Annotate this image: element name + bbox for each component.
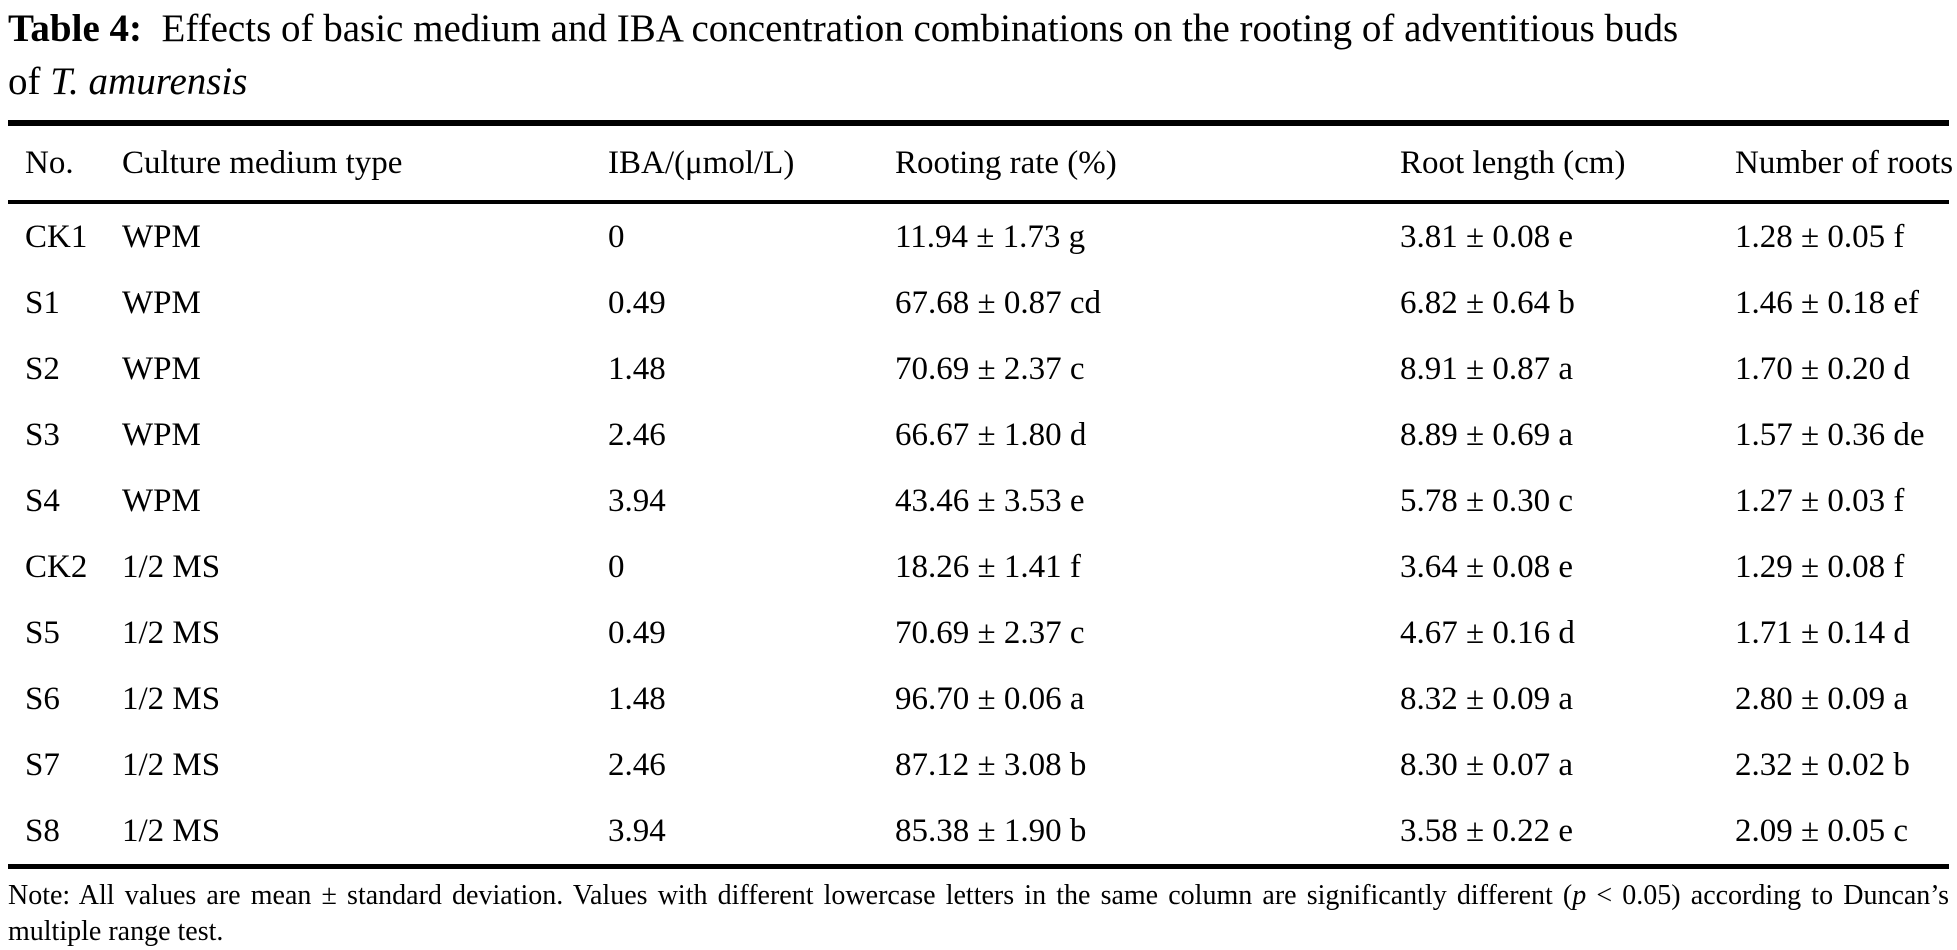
- cell-num-roots: 1.71 ± 0.14 d: [1735, 614, 1910, 651]
- cell-num-roots: 1.27 ± 0.03 f: [1735, 482, 1905, 519]
- cell-no: S6: [25, 680, 60, 717]
- results-table: No. Culture medium type IBA/(μmol/L) Roo…: [8, 120, 1953, 869]
- cell-iba: 1.48: [608, 350, 666, 387]
- cell-iba: 0: [608, 218, 625, 255]
- table-caption: Table 4: Effects of basic medium and IBA…: [8, 2, 1949, 108]
- table-row: CK1 WPM 0 11.94 ± 1.73 g 3.81 ± 0.08 e 1…: [8, 202, 1949, 270]
- cell-rooting-rate: 85.38 ± 1.90 b: [895, 812, 1087, 849]
- cell-root-length: 8.91 ± 0.87 a: [1400, 350, 1574, 387]
- cell-no: S5: [25, 614, 60, 651]
- col-header-iba: IBA/(μmol/L): [608, 123, 895, 204]
- cell-root-length: 8.89 ± 0.69 a: [1400, 416, 1574, 453]
- caption-line-2: of T. amurensis: [8, 55, 1949, 108]
- cell-iba: 1.48: [608, 680, 666, 717]
- cell-medium: WPM: [122, 218, 201, 255]
- cell-root-length: 3.81 ± 0.08 e: [1400, 218, 1574, 255]
- caption-species-name: T. amurensis: [50, 60, 248, 103]
- cell-num-roots: 1.28 ± 0.05 f: [1735, 218, 1905, 255]
- caption-line2-prefix: of: [8, 60, 41, 103]
- table-row: S3 WPM 2.46 66.67 ± 1.80 d 8.89 ± 0.69 a…: [8, 402, 1949, 468]
- cell-iba: 3.94: [608, 482, 666, 519]
- cell-no: S2: [25, 350, 60, 387]
- col-header-root-length: Root length (cm): [1400, 123, 1735, 204]
- cell-medium: 1/2 MS: [122, 680, 221, 717]
- cell-medium: 1/2 MS: [122, 812, 221, 849]
- cell-root-length: 8.32 ± 0.09 a: [1400, 680, 1574, 717]
- cell-medium: 1/2 MS: [122, 548, 221, 585]
- header-row: No. Culture medium type IBA/(μmol/L) Roo…: [8, 123, 1953, 204]
- table-header: No. Culture medium type IBA/(μmol/L) Roo…: [8, 123, 1953, 204]
- cell-no: CK2: [25, 548, 88, 585]
- cell-rooting-rate: 18.26 ± 1.41 f: [895, 548, 1081, 585]
- cell-iba: 2.46: [608, 416, 666, 453]
- cell-num-roots: 1.29 ± 0.08 f: [1735, 548, 1905, 585]
- cell-num-roots: 2.32 ± 0.02 b: [1735, 746, 1910, 783]
- table-row: S7 1/2 MS 2.46 87.12 ± 3.08 b 8.30 ± 0.0…: [8, 732, 1949, 798]
- footnote-p-variable: p: [1572, 880, 1587, 911]
- cell-root-length: 3.64 ± 0.08 e: [1400, 548, 1574, 585]
- table-footnote: Note: All values are mean ± standard dev…: [8, 878, 1949, 950]
- cell-medium: 1/2 MS: [122, 746, 221, 783]
- cell-medium: WPM: [122, 284, 201, 321]
- cell-rooting-rate: 43.46 ± 3.53 e: [895, 482, 1085, 519]
- table-row: S4 WPM 3.94 43.46 ± 3.53 e 5.78 ± 0.30 c…: [8, 468, 1949, 534]
- table-row: S2 WPM 1.48 70.69 ± 2.37 c 8.91 ± 0.87 a…: [8, 336, 1949, 402]
- cell-rooting-rate: 70.69 ± 2.37 c: [895, 614, 1085, 651]
- cell-medium: WPM: [122, 416, 201, 453]
- cell-no: S7: [25, 746, 60, 783]
- col-header-num-roots: Number of roots: [1735, 123, 1953, 204]
- cell-no: S3: [25, 416, 60, 453]
- caption-label: Table 4:: [8, 7, 143, 50]
- cell-num-roots: 1.57 ± 0.36 de: [1735, 416, 1925, 453]
- cell-medium: 1/2 MS: [122, 614, 221, 651]
- cell-iba: 2.46: [608, 746, 666, 783]
- cell-rooting-rate: 87.12 ± 3.08 b: [895, 746, 1087, 783]
- footnote-text-after: < 0.05) according to Duncan’s multiple r…: [8, 880, 1949, 947]
- cell-no: S4: [25, 482, 60, 519]
- cell-rooting-rate: 96.70 ± 0.06 a: [895, 680, 1085, 717]
- table-row: S6 1/2 MS 1.48 96.70 ± 0.06 a 8.32 ± 0.0…: [8, 666, 1949, 732]
- cell-root-length: 8.30 ± 0.07 a: [1400, 746, 1574, 783]
- cell-iba: 0.49: [608, 614, 666, 651]
- cell-root-length: 4.67 ± 0.16 d: [1400, 614, 1575, 651]
- footnote-text-before: Note: All values are mean ± standard dev…: [8, 880, 1573, 911]
- cell-no: CK1: [25, 218, 88, 255]
- cell-root-length: 6.82 ± 0.64 b: [1400, 284, 1575, 321]
- cell-num-roots: 2.80 ± 0.09 a: [1735, 680, 1909, 717]
- cell-root-length: 3.58 ± 0.22 e: [1400, 812, 1574, 849]
- table-row: S1 WPM 0.49 67.68 ± 0.87 cd 6.82 ± 0.64 …: [8, 270, 1949, 336]
- caption-text: Effects of basic medium and IBA concentr…: [161, 7, 1679, 50]
- cell-iba: 0.49: [608, 284, 666, 321]
- cell-rooting-rate: 70.69 ± 2.37 c: [895, 350, 1085, 387]
- col-header-no: No.: [8, 123, 122, 204]
- cell-medium: WPM: [122, 482, 201, 519]
- cell-no: S1: [25, 284, 60, 321]
- table-row: S5 1/2 MS 0.49 70.69 ± 2.37 c 4.67 ± 0.1…: [8, 600, 1949, 666]
- cell-num-roots: 1.46 ± 0.18 ef: [1735, 284, 1919, 321]
- col-header-rooting-rate: Rooting rate (%): [895, 123, 1400, 204]
- cell-rooting-rate: 67.68 ± 0.87 cd: [895, 284, 1102, 321]
- cell-rooting-rate: 66.67 ± 1.80 d: [895, 416, 1087, 453]
- cell-rooting-rate: 11.94 ± 1.73 g: [895, 218, 1086, 255]
- cell-num-roots: 1.70 ± 0.20 d: [1735, 350, 1910, 387]
- table-row: S8 1/2 MS 3.94 85.38 ± 1.90 b 3.58 ± 0.2…: [8, 798, 1949, 867]
- cell-iba: 3.94: [608, 812, 666, 849]
- cell-iba: 0: [608, 548, 625, 585]
- caption-line-1: Table 4: Effects of basic medium and IBA…: [8, 2, 1949, 55]
- cell-num-roots: 2.09 ± 0.05 c: [1735, 812, 1909, 849]
- cell-root-length: 5.78 ± 0.30 c: [1400, 482, 1574, 519]
- cell-no: S8: [25, 812, 60, 849]
- cell-medium: WPM: [122, 350, 201, 387]
- table-row: CK2 1/2 MS 0 18.26 ± 1.41 f 3.64 ± 0.08 …: [8, 534, 1949, 600]
- table-body: CK1 WPM 0 11.94 ± 1.73 g 3.81 ± 0.08 e 1…: [8, 202, 1949, 867]
- col-header-medium: Culture medium type: [122, 123, 608, 204]
